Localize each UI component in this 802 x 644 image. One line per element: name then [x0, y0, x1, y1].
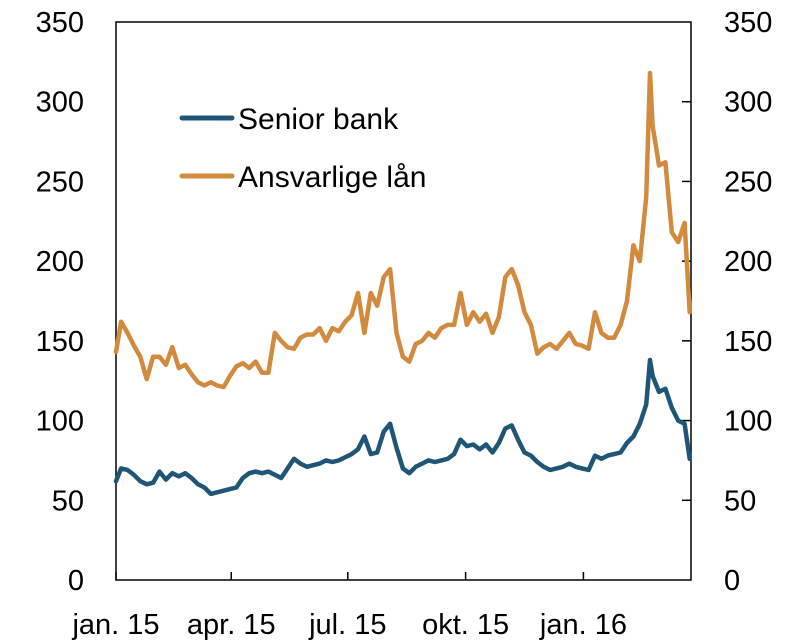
y-tick-label-right: 150	[724, 326, 772, 358]
legend-label-ansvarlige-lan: Ansvarlige lån	[238, 161, 426, 194]
series-line-senior-bank	[113, 357, 692, 497]
y-tick-label-left: 300	[36, 87, 84, 119]
y-tick-label-left: 100	[36, 406, 84, 438]
legend-label-senior-bank: Senior bank	[238, 103, 399, 136]
x-tick-label: apr. 15	[187, 609, 276, 641]
y-tick-label-right: 0	[724, 565, 740, 597]
x-tick-label: jul. 15	[308, 609, 386, 641]
x-tick-label: okt. 15	[422, 609, 509, 641]
y-tick-label-left: 150	[36, 326, 84, 358]
y-tick-label-right: 250	[724, 166, 772, 198]
x-axis-ticks: jan. 15 apr. 15 jul. 15 okt. 15 jan. 16	[71, 572, 627, 641]
y-tick-label-right: 350	[724, 7, 772, 39]
y-tick-label-left: 250	[36, 166, 84, 198]
y-tick-label-left: 0	[68, 565, 84, 597]
y-tick-label-right: 200	[724, 246, 772, 278]
y-tick-label-right: 300	[724, 87, 772, 119]
series-lines	[113, 70, 692, 497]
series-line-ansvarlige-lan	[113, 70, 692, 390]
y-axis-left: 0 50 100 150 200 250 300 350	[36, 7, 84, 597]
plot-frame	[115, 21, 692, 581]
legend: Senior bank Ansvarlige lån	[179, 103, 426, 194]
y-tick-label-left: 350	[36, 7, 84, 39]
y-tick-label-right: 50	[724, 485, 756, 517]
y-tick-label-left: 50	[52, 485, 84, 517]
y-tick-label-right: 100	[724, 406, 772, 438]
y-tick-label-left: 200	[36, 246, 84, 278]
x-tick-label: jan. 15	[71, 609, 159, 641]
x-tick-label: jan. 16	[539, 609, 627, 641]
y-axis-right: 0 50 100 150 200 250 300 350	[682, 7, 772, 597]
